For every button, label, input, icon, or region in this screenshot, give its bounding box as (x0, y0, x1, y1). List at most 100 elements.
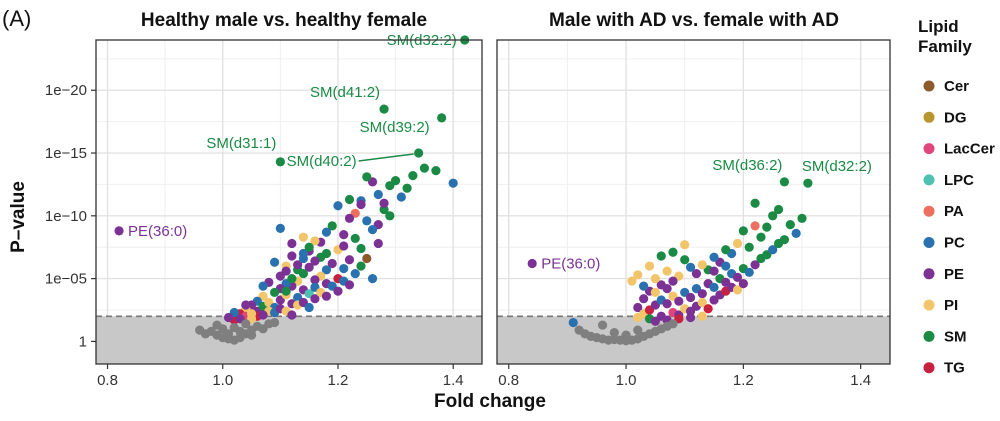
data-point-pe (527, 258, 537, 269)
data-point-pe (668, 276, 678, 286)
data-point-pe (310, 256, 320, 266)
data-point-pe (738, 279, 748, 289)
x-tick-label: 1.0 (616, 372, 637, 389)
data-point-pe (379, 198, 389, 208)
data-point-pc (768, 245, 778, 255)
data-point-pc (333, 201, 343, 211)
data-point-pc (791, 228, 801, 238)
data-point-pe (333, 286, 343, 296)
legend-swatch-pc (923, 237, 935, 248)
legend-label-cer: Cer (944, 78, 969, 95)
data-point-pc (321, 265, 332, 275)
panel-2-plot: SM(d36:2) SM(d32:2) PE(36:0) 0.8 1.0 1.2 1.4 (496, 39, 891, 389)
panel-1-title: Healthy male vs. healthy female (141, 10, 427, 31)
data-point-sm (744, 242, 754, 252)
data-point-sm (779, 177, 790, 187)
data-point-ns (195, 325, 205, 335)
data-point-sm (344, 194, 355, 205)
legend: Lipid Family Cer DG LacCer LPC PA PC PE PI SM TG (918, 17, 995, 377)
data-point-pe (223, 312, 234, 323)
data-point-pe (633, 302, 643, 313)
data-point-pc (367, 225, 378, 235)
data-point-sm (668, 247, 678, 257)
data-point-ns (269, 317, 280, 328)
data-point-sm (656, 251, 666, 261)
data-point-pe (639, 294, 649, 304)
nonsignificant-region (96, 316, 482, 364)
legend-swatch-sm (923, 330, 935, 342)
data-point-ns (223, 329, 234, 339)
point-annotation: SM(d31:1) (206, 135, 276, 152)
legend-label-dg: DG (944, 109, 967, 126)
data-point-sm (762, 222, 772, 232)
data-point-sm (437, 113, 447, 123)
annotation-leader-line (358, 153, 414, 162)
data-point-sm (756, 232, 766, 242)
data-point-sm (768, 211, 778, 221)
legend-swatch-lpc (923, 174, 935, 186)
data-point-pc (448, 178, 458, 188)
data-point-sm (350, 233, 360, 244)
data-point-pe (732, 272, 743, 282)
data-point-pi (732, 285, 743, 295)
data-point-pc (709, 252, 719, 262)
data-point-pe (697, 289, 707, 299)
legend-swatch-pa (923, 205, 935, 217)
legend-title-line-1: Lipid (918, 17, 959, 36)
legend-swatch-dg (923, 111, 935, 123)
data-point-pc (639, 281, 649, 291)
data-point-sm (269, 287, 280, 298)
data-point-pc (709, 282, 719, 292)
data-point-sm (356, 243, 366, 254)
legend-label-pe: PE (944, 266, 964, 283)
data-point-sm (327, 221, 337, 231)
data-point-sm (773, 204, 784, 215)
plot-border (95, 39, 483, 365)
y-axis-title: P–value (8, 181, 29, 253)
data-point-ns (235, 326, 245, 336)
y-tick-label: 1e−10 (45, 208, 87, 225)
x-tick-label: 1.4 (443, 372, 464, 389)
data-point-pe (691, 268, 702, 279)
data-point-pc (396, 192, 406, 202)
data-point-pi (697, 297, 707, 308)
data-point-sm (385, 211, 395, 221)
data-point-pc (685, 262, 696, 272)
data-point-pe (304, 262, 314, 272)
point-annotation: SM(d39:2) (360, 119, 430, 136)
legend-items: Cer DG LacCer LPC PA PC PE PI SM TG (923, 78, 995, 377)
data-point-pi (732, 238, 743, 249)
data-point-sm (321, 248, 332, 259)
y-tick-label: 1e−15 (45, 145, 87, 162)
data-point-pe (750, 260, 760, 270)
data-point-pe (114, 226, 124, 236)
legend-swatch-tg (923, 362, 935, 374)
x-tick-label: 1.4 (850, 372, 871, 389)
data-point-pc (721, 261, 731, 271)
data-point-pi (650, 287, 660, 298)
data-point-pc (373, 189, 383, 200)
data-point-pc (298, 253, 309, 264)
data-point-ns (241, 319, 251, 329)
data-point-sm (785, 220, 795, 230)
point-annotation: PE(36:0) (541, 256, 600, 273)
data-point-pe (373, 238, 383, 249)
data-point-ns (633, 325, 643, 335)
data-point-ns (609, 328, 619, 338)
panel-1-plot: SM(d32:2)SM(d41:2)SM(d39:2)SM(d40:2)SM(d… (45, 32, 483, 389)
data-point-pi (662, 266, 672, 276)
data-point-cer (362, 253, 372, 264)
data-point-sm (402, 183, 412, 193)
x-tick-label: 1.0 (212, 372, 233, 389)
data-point-pc (568, 317, 578, 328)
data-point-sm (298, 268, 309, 279)
data-point-sm (356, 261, 366, 271)
y-tick-label: 1 (79, 333, 87, 350)
legend-label-pa: PA (944, 203, 964, 220)
y-tick-label: 1e−05 (45, 271, 87, 288)
x-tick-label: 0.8 (498, 372, 519, 389)
x-tick-label: 1.2 (733, 372, 754, 389)
data-point-pi (627, 276, 637, 286)
data-point-tg (703, 304, 713, 314)
